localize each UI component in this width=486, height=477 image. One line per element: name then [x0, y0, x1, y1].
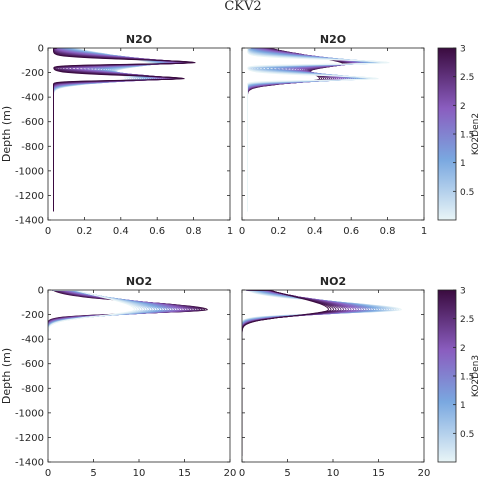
- colorbar-tick-label: 1: [460, 401, 466, 411]
- series-line: [242, 290, 400, 456]
- x-tick-label: 10: [133, 468, 146, 477]
- y-tick-label: -800: [21, 384, 44, 395]
- y-tick-label: -1000: [15, 408, 44, 419]
- x-tick-label: 15: [372, 468, 385, 477]
- x-tick-label: 0.8: [380, 226, 396, 237]
- colorbar-tick-label: 2.5: [460, 315, 474, 325]
- x-tick-label: 0.4: [307, 226, 323, 237]
- series-group: [52, 48, 196, 212]
- y-tick-label: 0: [38, 286, 44, 297]
- x-tick-label: 0.8: [186, 226, 202, 237]
- axes-box: [241, 47, 425, 221]
- y-axis-label: Depth (m): [0, 106, 13, 162]
- series-line: [242, 290, 392, 456]
- series-line: [53, 48, 194, 212]
- colorbar: 0.5 1 1.5 2 2.5 3 KO2Den3: [437, 287, 481, 463]
- x-tick-label: 10: [327, 468, 340, 477]
- panel-title: N2O: [126, 33, 152, 46]
- panel-title: NO2: [320, 275, 346, 288]
- colorbar-tick-label: 1: [460, 159, 466, 169]
- series-line: [242, 290, 403, 456]
- series-line: [247, 48, 388, 212]
- x-tick-label: 0: [239, 468, 245, 477]
- x-tick-label: 0: [45, 226, 51, 237]
- series-line: [48, 290, 198, 456]
- panel-no2-left: NO2 0 5 10 15 20 0 -200 -400 -600 -800 -1000 -1200 -1…: [0, 275, 236, 477]
- y-tick-label: -600: [21, 359, 44, 370]
- colorbar-tick-label: 2.5: [460, 73, 474, 83]
- x-tick-label: 0.6: [343, 226, 359, 237]
- x-tick-label: 0.6: [149, 226, 165, 237]
- series-line: [48, 290, 203, 456]
- panel-title: NO2: [126, 275, 152, 288]
- colorbar-tick-label: 2: [460, 344, 466, 354]
- x-tick-label: 0.2: [270, 226, 286, 237]
- colorbar-tick-label: 0.5: [460, 430, 474, 440]
- series-line: [48, 290, 135, 456]
- y-tick-label: -800: [21, 142, 44, 153]
- x-tick-label: 5: [284, 468, 290, 477]
- y-tick-label: -400: [21, 335, 44, 346]
- series-group: [242, 290, 403, 456]
- series-line: [242, 290, 329, 456]
- series-group: [48, 290, 209, 456]
- y-tick-label: -200: [21, 68, 44, 79]
- panel-n2o-left: N2O 0 0.2 0.4 0.6 0.8 1 0 -200 -400 -600 -800 -1000 -…: [0, 33, 233, 237]
- x-tick-label: 0.2: [76, 226, 92, 237]
- y-tick-label: -1000: [15, 166, 44, 177]
- x-tick-label: 1: [227, 226, 233, 237]
- colorbar-tick-label: 3: [460, 287, 466, 297]
- series-line: [48, 290, 201, 456]
- colorbar-tick-label: 0.5: [460, 188, 474, 198]
- x-tick-label: 0: [239, 226, 245, 237]
- x-tick-label: 0.4: [113, 226, 129, 237]
- series-line: [247, 48, 390, 212]
- x-tick-label: 20: [224, 468, 237, 477]
- axes-box: [47, 47, 231, 221]
- series-line: [48, 290, 206, 456]
- colorbar: 0.5 1 1.5 2 2.5 3 KO2Den2: [437, 45, 481, 221]
- series-line: [53, 48, 196, 212]
- y-tick-label: -400: [21, 93, 44, 104]
- colorbar-tick-label: 3: [460, 45, 466, 55]
- y-tick-label: 0: [38, 44, 44, 55]
- figure-title: CKV2: [224, 0, 261, 14]
- y-tick-label: -200: [21, 310, 44, 321]
- colorbar-label: KO2Den3: [471, 355, 481, 397]
- colorbar-tick-label: 2: [460, 102, 466, 112]
- x-tick-label: 1: [421, 226, 427, 237]
- colorbar-label: KO2Den2: [471, 113, 481, 155]
- y-tick-label: -1400: [15, 216, 44, 227]
- x-tick-label: 15: [178, 468, 191, 477]
- y-axis-label: Depth (m): [0, 348, 13, 404]
- colorbar-tick-label: 1.5: [460, 131, 474, 141]
- panel-title: N2O: [320, 33, 346, 46]
- colorbar-tick-label: 1.5: [460, 373, 474, 383]
- series-line: [48, 290, 209, 456]
- y-tick-label: -600: [21, 117, 44, 128]
- y-tick-label: -1400: [15, 458, 44, 469]
- series-line: [242, 290, 397, 456]
- x-tick-label: 20: [418, 468, 431, 477]
- panel-n2o-right: N2O 0 0.2 0.4 0.6 0.8 1 0.5 1 1.5 2 2.5 3 KO2Den2: [239, 33, 481, 237]
- x-tick-label: 0: [45, 468, 51, 477]
- panel-no2-right: NO2 0 5 10 15 20 0.5 1 1.5 2 2.5 3 KO2Den3: [239, 275, 481, 477]
- series-group: [246, 48, 390, 212]
- series-line: [242, 290, 395, 456]
- y-tick-label: -1200: [15, 433, 44, 444]
- x-tick-label: 5: [90, 468, 96, 477]
- y-tick-label: -1200: [15, 191, 44, 202]
